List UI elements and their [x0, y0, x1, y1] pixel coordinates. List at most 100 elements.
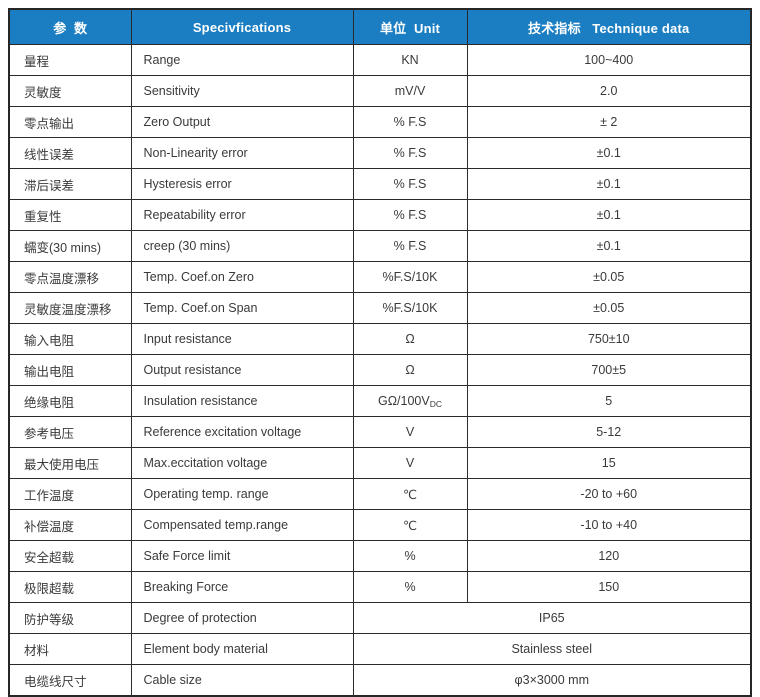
- value-cell: φ3×3000 mm: [352, 664, 752, 697]
- value-cell: 15: [466, 447, 752, 479]
- table-row: 安全超载 Safe Force limit % 120: [8, 540, 752, 572]
- value-cell: 2.0: [466, 75, 752, 107]
- unit-cell: % F.S: [352, 106, 468, 138]
- param-cell: 蠕变(30 mins): [8, 230, 132, 262]
- spec-cell: Non-Linearity error: [130, 137, 354, 169]
- unit-cell: %F.S/10K: [352, 292, 468, 324]
- value-cell: ±0.1: [466, 230, 752, 262]
- header-cell-spec: Specivfications: [130, 8, 354, 45]
- table-row: 材料 Element body material Stainless steel: [8, 633, 752, 665]
- param-cell: 灵敏度: [8, 75, 132, 107]
- param-cell: 绝缘电阻: [8, 385, 132, 417]
- spec-cell: Compensated temp.range: [130, 509, 354, 541]
- spec-cell: Sensitivity: [130, 75, 354, 107]
- table-row: 输入电阻 Input resistance Ω 750±10: [8, 323, 752, 355]
- table-row: 极限超载 Breaking Force % 150: [8, 571, 752, 603]
- param-cell: 防护等级: [8, 602, 132, 634]
- spec-cell: Temp. Coef.on Span: [130, 292, 354, 324]
- value-cell: 100~400: [466, 44, 752, 76]
- table-row: 重复性 Repeatability error % F.S ±0.1: [8, 199, 752, 231]
- param-cell: 极限超载: [8, 571, 132, 603]
- table-row: 灵敏度 Sensitivity mV/V 2.0: [8, 75, 752, 107]
- param-cell: 零点输出: [8, 106, 132, 138]
- value-cell: 5-12: [466, 416, 752, 448]
- table-row: 线性误差 Non-Linearity error % F.S ±0.1: [8, 137, 752, 169]
- param-cell: 输出电阻: [8, 354, 132, 386]
- header-row: 参 数 Specivfications 单位 Unit 技术指标 Techniq…: [8, 8, 752, 45]
- spec-cell: Zero Output: [130, 106, 354, 138]
- table-row: 防护等级 Degree of protection IP65: [8, 602, 752, 634]
- param-cell: 重复性: [8, 199, 132, 231]
- param-cell: 灵敏度温度漂移: [8, 292, 132, 324]
- unit-cell: % F.S: [352, 137, 468, 169]
- spec-cell: Insulation resistance: [130, 385, 354, 417]
- unit-cell: %: [352, 540, 468, 572]
- unit-cell: KN: [352, 44, 468, 76]
- param-cell: 补偿温度: [8, 509, 132, 541]
- value-cell: IP65: [352, 602, 752, 634]
- unit-cell: V: [352, 447, 468, 479]
- unit-cell: % F.S: [352, 168, 468, 200]
- spec-cell: creep (30 mins): [130, 230, 354, 262]
- value-cell: ±0.05: [466, 292, 752, 324]
- spec-cell: Hysteresis error: [130, 168, 354, 200]
- table-row: 量程 Range KN 100~400: [8, 44, 752, 76]
- table-row: 参考电压 Reference excitation voltage V 5-12: [8, 416, 752, 448]
- spec-cell: Input resistance: [130, 323, 354, 355]
- param-cell: 电缆线尺寸: [8, 664, 132, 697]
- param-cell: 工作温度: [8, 478, 132, 510]
- value-cell: ±0.1: [466, 137, 752, 169]
- param-cell: 量程: [8, 44, 132, 76]
- unit-cell: mV/V: [352, 75, 468, 107]
- header-cell-data: 技术指标 Technique data: [466, 8, 752, 45]
- unit-cell: %: [352, 571, 468, 603]
- spec-cell: Temp. Coef.on Zero: [130, 261, 354, 293]
- spec-cell: Degree of protection: [130, 602, 354, 634]
- unit-cell: %F.S/10K: [352, 261, 468, 293]
- spec-cell: Range: [130, 44, 354, 76]
- param-cell: 零点温度漂移: [8, 261, 132, 293]
- value-cell: 120: [466, 540, 752, 572]
- value-cell: -10 to +40: [466, 509, 752, 541]
- param-cell: 线性误差: [8, 137, 132, 169]
- value-cell: 150: [466, 571, 752, 603]
- value-cell: ±0.1: [466, 168, 752, 200]
- spec-table-head: 参 数 Specivfications 单位 Unit 技术指标 Techniq…: [8, 8, 752, 45]
- unit-cell: V: [352, 416, 468, 448]
- spec-cell: Reference excitation voltage: [130, 416, 354, 448]
- spec-cell: Max.eccitation voltage: [130, 447, 354, 479]
- table-row: 绝缘电阻 Insulation resistance GΩ/100VDC 5: [8, 385, 752, 417]
- header-cell-unit: 单位 Unit: [352, 8, 468, 45]
- table-row: 电缆线尺寸 Cable size φ3×3000 mm: [8, 664, 752, 697]
- table-row: 输出电阻 Output resistance Ω 700±5: [8, 354, 752, 386]
- value-cell: 700±5: [466, 354, 752, 386]
- spec-cell: Safe Force limit: [130, 540, 354, 572]
- table-row: 最大使用电压 Max.eccitation voltage V 15: [8, 447, 752, 479]
- table-row: 补偿温度 Compensated temp.range ℃ -10 to +40: [8, 509, 752, 541]
- spec-cell: Repeatability error: [130, 199, 354, 231]
- value-cell: ± 2: [466, 106, 752, 138]
- value-cell: ±0.1: [466, 199, 752, 231]
- param-cell: 材料: [8, 633, 132, 665]
- value-cell: 750±10: [466, 323, 752, 355]
- table-row: 蠕变(30 mins) creep (30 mins) % F.S ±0.1: [8, 230, 752, 262]
- table-row: 零点温度漂移 Temp. Coef.on Zero %F.S/10K ±0.05: [8, 261, 752, 293]
- value-cell: ±0.05: [466, 261, 752, 293]
- value-cell: 5: [466, 385, 752, 417]
- value-cell: Stainless steel: [352, 633, 752, 665]
- unit-cell: GΩ/100VDC: [352, 385, 468, 417]
- unit-cell: Ω: [352, 323, 468, 355]
- unit-cell: ℃: [352, 509, 468, 541]
- param-cell: 滞后误差: [8, 168, 132, 200]
- unit-cell: % F.S: [352, 230, 468, 262]
- table-row: 滞后误差 Hysteresis error % F.S ±0.1: [8, 168, 752, 200]
- table-row: 工作温度 Operating temp. range ℃ -20 to +60: [8, 478, 752, 510]
- spec-table-body: 量程 Range KN 100~400 灵敏度 Sensitivity mV/V…: [8, 44, 752, 697]
- spec-cell: Cable size: [130, 664, 354, 697]
- table-row: 零点输出 Zero Output % F.S ± 2: [8, 106, 752, 138]
- table-row: 灵敏度温度漂移 Temp. Coef.on Span %F.S/10K ±0.0…: [8, 292, 752, 324]
- spec-cell: Output resistance: [130, 354, 354, 386]
- unit-cell: ℃: [352, 478, 468, 510]
- param-cell: 参考电压: [8, 416, 132, 448]
